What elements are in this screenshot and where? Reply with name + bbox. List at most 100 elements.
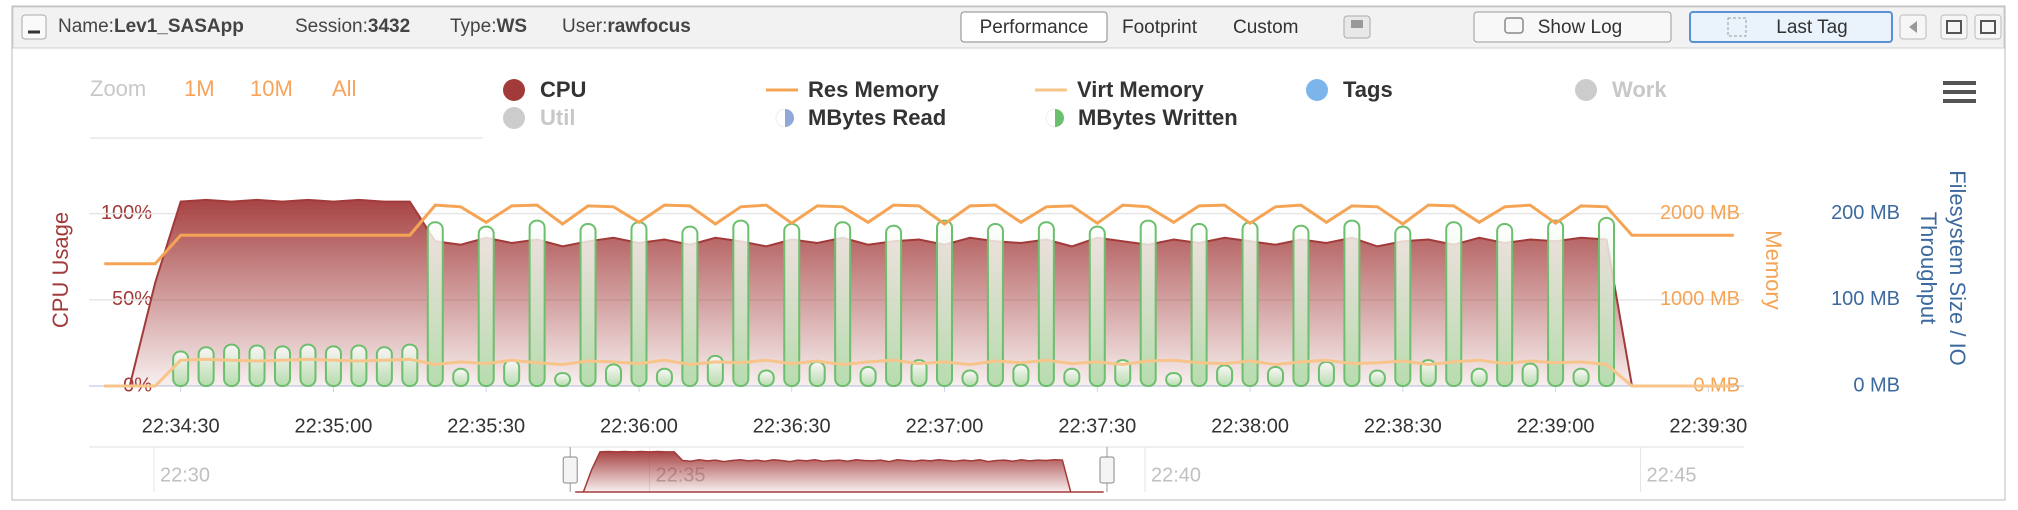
zoom-option[interactable]: All — [332, 76, 356, 101]
written-column — [1445, 221, 1463, 387]
written-column — [1521, 362, 1539, 387]
written-column — [197, 346, 215, 388]
written-column — [1012, 363, 1030, 387]
label: User: — [562, 16, 607, 37]
legend-symbol — [503, 79, 525, 101]
written-column — [1572, 367, 1590, 387]
navigator-handle[interactable] — [1099, 456, 1115, 484]
x-tick-label: 22:36:00 — [600, 415, 678, 437]
tab[interactable]: Custom — [1233, 17, 1298, 38]
written-column — [1598, 216, 1616, 387]
written-column — [1343, 219, 1361, 387]
y3-axis-title: Filesystem Size / IO — [1945, 170, 1970, 366]
written-column — [1114, 359, 1132, 388]
legend-label[interactable]: CPU — [540, 77, 586, 102]
legend-symbol — [503, 107, 525, 129]
legend-label[interactable]: Tags — [1343, 77, 1393, 102]
written-column — [401, 343, 419, 387]
tab[interactable]: Performance — [980, 17, 1089, 38]
tab-active-bg — [960, 11, 1108, 43]
legend-symbol — [775, 108, 786, 128]
written-column — [1419, 359, 1437, 388]
legend-label[interactable]: Virt Memory — [1077, 77, 1205, 102]
close-icon — [1980, 20, 1996, 34]
written-column — [1063, 367, 1081, 387]
save-icon — [1351, 20, 1363, 28]
written-column — [477, 225, 495, 387]
last-tag-button[interactable] — [1689, 11, 1893, 43]
written-column — [248, 344, 266, 387]
y3-axis-title: Throughput — [1916, 212, 1941, 325]
y2-axis-title: Memory — [1761, 230, 1786, 309]
legend-symbol — [1575, 79, 1597, 101]
x-tick-label: 22:38:00 — [1211, 415, 1289, 437]
navigator-tick-label: 22:40 — [1151, 464, 1201, 486]
written-column — [808, 360, 826, 387]
x-tick-label: 22:39:30 — [1669, 415, 1747, 437]
written-column — [655, 367, 673, 387]
navigator-handle[interactable] — [562, 456, 578, 484]
minimize-button[interactable] — [21, 14, 47, 40]
written-column — [1190, 223, 1208, 387]
x-tick-label: 22:36:30 — [753, 415, 831, 437]
value: WS — [496, 16, 527, 37]
x-tick-label: 22:35:00 — [295, 415, 373, 437]
header-user: User:rawfocus — [562, 16, 691, 37]
show-log-label: Show Log — [1538, 17, 1623, 38]
written-column — [961, 369, 979, 387]
header-name: Name:Lev1_SASApp — [58, 16, 244, 37]
written-column — [910, 359, 928, 388]
tab[interactable]: Footprint — [1122, 17, 1198, 38]
x-tick-label: 22:37:30 — [1058, 415, 1136, 437]
value: rawfocus — [607, 16, 690, 37]
y-tick-label: 200 MB — [1831, 202, 1900, 224]
y-tick-label: 2000 MB — [1660, 202, 1740, 224]
navigator-area — [575, 450, 1104, 493]
close-button[interactable] — [1974, 14, 2002, 40]
written-column — [1165, 372, 1183, 388]
written-column — [681, 225, 699, 387]
memory-line — [104, 203, 1734, 266]
written-column — [936, 219, 954, 387]
written-column — [1139, 219, 1157, 387]
legend-label[interactable]: MBytes Read — [808, 105, 946, 130]
zoom-option[interactable]: 1M — [184, 76, 215, 101]
legend-label[interactable]: MBytes Written — [1078, 105, 1238, 130]
value: Lev1_SASApp — [114, 16, 244, 37]
written-column — [172, 350, 190, 387]
legend-label[interactable]: Util — [540, 105, 575, 130]
legend-label[interactable]: Res Memory — [808, 77, 940, 102]
written-column — [732, 219, 750, 387]
written-column — [1216, 364, 1234, 388]
written-column — [605, 363, 623, 387]
written-column — [579, 223, 597, 387]
legend-label[interactable]: Work — [1612, 77, 1667, 102]
memory-line — [104, 357, 1734, 388]
written-column — [1267, 366, 1285, 388]
written-column — [528, 219, 546, 387]
cpu-area — [104, 199, 1734, 386]
legend-symbol — [1055, 109, 1064, 127]
written-column — [554, 372, 572, 388]
written-column — [274, 345, 292, 387]
written-column — [223, 343, 241, 387]
value: 3432 — [368, 16, 410, 37]
written-column — [1547, 219, 1565, 387]
label: Name: — [58, 16, 114, 37]
written-column — [324, 345, 342, 387]
written-column — [299, 343, 317, 387]
written-column — [986, 223, 1004, 387]
written-column — [1394, 225, 1412, 387]
label: Type: — [450, 16, 496, 37]
label: Session: — [295, 16, 368, 37]
written-column — [859, 366, 877, 388]
written-column — [1037, 221, 1055, 387]
menu-button[interactable] — [1943, 81, 1976, 103]
zoom-option[interactable]: 10M — [250, 76, 293, 101]
written-column — [375, 346, 393, 388]
legend-symbol — [785, 109, 794, 127]
zoom-label: Zoom — [90, 76, 146, 101]
maximize-button[interactable] — [1940, 14, 1968, 40]
x-tick-label: 22:35:30 — [447, 415, 525, 437]
